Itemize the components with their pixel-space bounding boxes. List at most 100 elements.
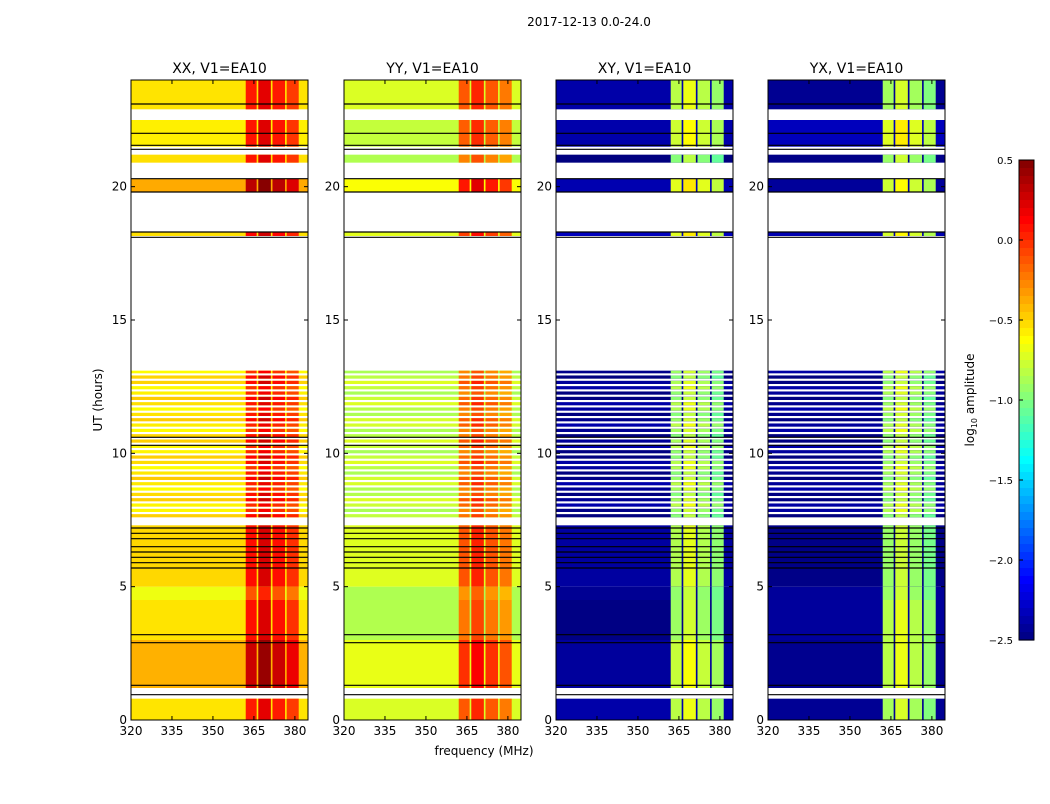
y-tick-label: 10 bbox=[112, 446, 127, 460]
heatmap-band-cell bbox=[272, 586, 286, 600]
colorbar-segment bbox=[1019, 176, 1034, 185]
heatmap-band-cell bbox=[882, 444, 894, 448]
heatmap-band-cell bbox=[697, 492, 711, 496]
heatmap-band-cell bbox=[245, 460, 257, 464]
heatmap-band-cell bbox=[471, 586, 484, 600]
heatmap-band-cell bbox=[258, 586, 271, 600]
heatmap-band-cell bbox=[286, 80, 299, 110]
heatmap-band-cell bbox=[895, 698, 908, 720]
heatmap-band-cell bbox=[272, 428, 286, 432]
heatmap-row-base bbox=[131, 386, 308, 390]
colorbar-segment bbox=[1019, 432, 1034, 441]
heatmap-row-base bbox=[556, 232, 733, 236]
heatmap-band-cell bbox=[895, 455, 908, 459]
y-tick-label: 20 bbox=[325, 180, 340, 194]
heatmap-band-cell bbox=[485, 640, 499, 688]
heatmap-row-base bbox=[768, 455, 945, 459]
x-tick-label: 320 bbox=[757, 724, 780, 738]
heatmap-band-cell bbox=[711, 407, 724, 411]
heatmap-band-cell bbox=[272, 514, 286, 518]
heatmap-band-cell bbox=[923, 498, 936, 502]
colorbar-segment bbox=[1019, 312, 1034, 321]
heatmap-band-cell bbox=[499, 80, 512, 110]
heatmap-band-cell bbox=[711, 508, 724, 512]
heatmap-band-cell bbox=[471, 455, 484, 459]
heatmap-band-cell bbox=[485, 503, 499, 507]
heatmap-row-base bbox=[344, 396, 521, 400]
heatmap-row-base bbox=[768, 380, 945, 384]
heatmap-band-cell bbox=[458, 455, 470, 459]
heatmap-band-cell bbox=[923, 455, 936, 459]
heatmap-band-cell bbox=[258, 402, 271, 406]
colorbar-segment bbox=[1019, 168, 1034, 177]
heatmap-band-cell bbox=[499, 375, 512, 379]
x-tick-label: 335 bbox=[374, 724, 397, 738]
heatmap-band-cell bbox=[711, 370, 724, 374]
heatmap-band-cell bbox=[923, 444, 936, 448]
heatmap-band-cell bbox=[697, 586, 711, 600]
heatmap-band-cell bbox=[272, 492, 286, 496]
colorbar-segment bbox=[1019, 424, 1034, 433]
heatmap-row-base bbox=[556, 471, 733, 475]
heatmap-row-base bbox=[131, 482, 308, 486]
heatmap-row-base bbox=[131, 232, 308, 236]
heatmap-band-cell bbox=[909, 460, 923, 464]
heatmap-row-base bbox=[344, 471, 521, 475]
heatmap-band-cell bbox=[683, 514, 696, 518]
heatmap-band-cell bbox=[711, 154, 724, 163]
heatmap-row-base bbox=[556, 450, 733, 454]
heatmap-row-base bbox=[768, 434, 945, 438]
heatmap-band-cell bbox=[683, 380, 696, 384]
heatmap-band-cell bbox=[670, 498, 682, 502]
colorbar-segment bbox=[1019, 240, 1034, 249]
heatmap-band-cell bbox=[471, 380, 484, 384]
heatmap-row-base bbox=[556, 391, 733, 395]
heatmap-band-cell bbox=[499, 380, 512, 384]
heatmap-band-cell bbox=[711, 391, 724, 395]
y-tick-label: 5 bbox=[756, 580, 764, 594]
heatmap-band-cell bbox=[670, 640, 682, 688]
figure-title: 2017-12-13 0.0-24.0 bbox=[527, 15, 651, 29]
heatmap-band-cell bbox=[471, 450, 484, 454]
heatmap-band-cell bbox=[895, 471, 908, 475]
heatmap-row-base bbox=[768, 508, 945, 512]
heatmap-band-cell bbox=[882, 508, 894, 512]
colorbar-segment bbox=[1019, 504, 1034, 513]
heatmap-band-cell bbox=[697, 380, 711, 384]
heatmap-band-cell bbox=[471, 439, 484, 443]
heatmap-band-cell bbox=[499, 698, 512, 720]
heatmap-band-cell bbox=[258, 418, 271, 422]
heatmap-band-cell bbox=[882, 460, 894, 464]
heatmap-band-cell bbox=[683, 698, 696, 720]
heatmap-band-cell bbox=[895, 232, 908, 236]
heatmap-band-cell bbox=[683, 154, 696, 163]
heatmap-band-cell bbox=[272, 698, 286, 720]
heatmap-band-cell bbox=[683, 428, 696, 432]
heatmap-band-cell bbox=[909, 508, 923, 512]
heatmap-band-cell bbox=[245, 525, 257, 587]
heatmap-row-base bbox=[344, 455, 521, 459]
heatmap-band-cell bbox=[258, 232, 271, 236]
heatmap-band-cell bbox=[882, 178, 894, 192]
heatmap-band-cell bbox=[923, 375, 936, 379]
heatmap-band-cell bbox=[258, 370, 271, 374]
heatmap-band-cell bbox=[471, 402, 484, 406]
heatmap-band-cell bbox=[711, 525, 724, 587]
heatmap-band-cell bbox=[895, 412, 908, 416]
heatmap-band-cell bbox=[499, 460, 512, 464]
heatmap-band-cell bbox=[245, 476, 257, 480]
heatmap-band-cell bbox=[272, 439, 286, 443]
colorbar-segment bbox=[1019, 232, 1034, 241]
heatmap-row-base bbox=[768, 407, 945, 411]
colorbar-segment bbox=[1019, 416, 1034, 425]
heatmap-band-cell bbox=[683, 444, 696, 448]
x-tick-label: 335 bbox=[161, 724, 184, 738]
heatmap-band-cell bbox=[670, 455, 682, 459]
heatmap-band-cell bbox=[499, 396, 512, 400]
heatmap-row-base bbox=[556, 412, 733, 416]
heatmap-band-cell bbox=[923, 471, 936, 475]
heatmap-band-cell bbox=[499, 498, 512, 502]
heatmap-band-cell bbox=[882, 600, 894, 640]
heatmap-row-base bbox=[556, 375, 733, 379]
heatmap-band-cell bbox=[485, 460, 499, 464]
